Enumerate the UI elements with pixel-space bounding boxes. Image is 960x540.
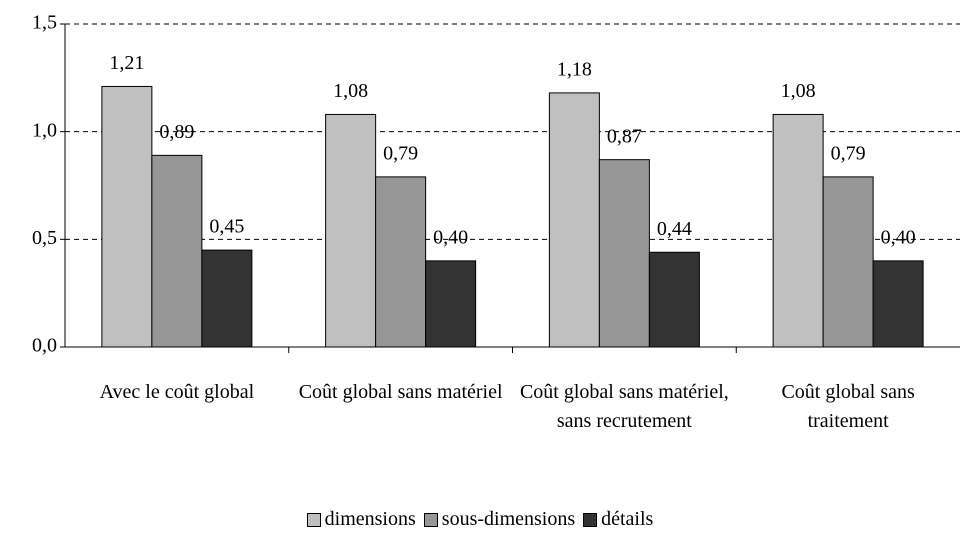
legend-label: dimensions <box>324 508 416 530</box>
bar <box>772 113 824 348</box>
value-label: 0,45 <box>209 216 244 238</box>
value-label: 0,79 <box>831 142 866 164</box>
legend-item: dimensions <box>306 508 416 531</box>
bar <box>425 260 477 348</box>
x-tick-label: Avec le coût global <box>99 381 255 403</box>
bar <box>872 260 924 348</box>
value-label: 0,87 <box>607 125 642 147</box>
legend-swatch <box>306 512 321 527</box>
bar <box>822 176 874 348</box>
legend-swatch <box>583 512 598 527</box>
legend: dimensions sous-dimensions détails <box>0 508 960 531</box>
y-tick-label: 1,5 <box>32 12 57 34</box>
legend-swatch <box>423 512 438 527</box>
bar <box>101 85 153 348</box>
value-label: 1,21 <box>109 52 144 74</box>
value-label: 0,89 <box>159 121 194 143</box>
legend-item: sous-dimensions <box>423 508 576 531</box>
value-label: 1,18 <box>557 59 592 81</box>
bar <box>325 113 377 348</box>
bar <box>201 249 253 348</box>
x-tick-label: Coût global sans traitement <box>781 381 915 432</box>
legend-item: détails <box>583 508 653 531</box>
value-label: 0,79 <box>383 142 418 164</box>
value-label: 1,08 <box>333 80 368 102</box>
bar <box>598 159 650 348</box>
y-tick-label: 0,0 <box>32 335 57 357</box>
bar <box>375 176 427 348</box>
legend-label: sous-dimensions <box>441 508 576 530</box>
bar <box>548 92 600 348</box>
x-tick-label: Coût global sans matériel <box>298 381 503 403</box>
y-tick-label: 0,5 <box>32 227 57 249</box>
y-tick-label: 1,0 <box>32 119 57 141</box>
value-label: 0,44 <box>657 218 692 240</box>
value-label: 1,08 <box>781 80 816 102</box>
value-label: 0,40 <box>433 226 468 248</box>
legend-label: détails <box>601 508 654 530</box>
value-label: 0,40 <box>881 226 916 248</box>
x-tick-label: Coût global sans matériel, sans recrutem… <box>519 381 729 432</box>
bar <box>151 154 203 348</box>
bar <box>648 251 700 348</box>
